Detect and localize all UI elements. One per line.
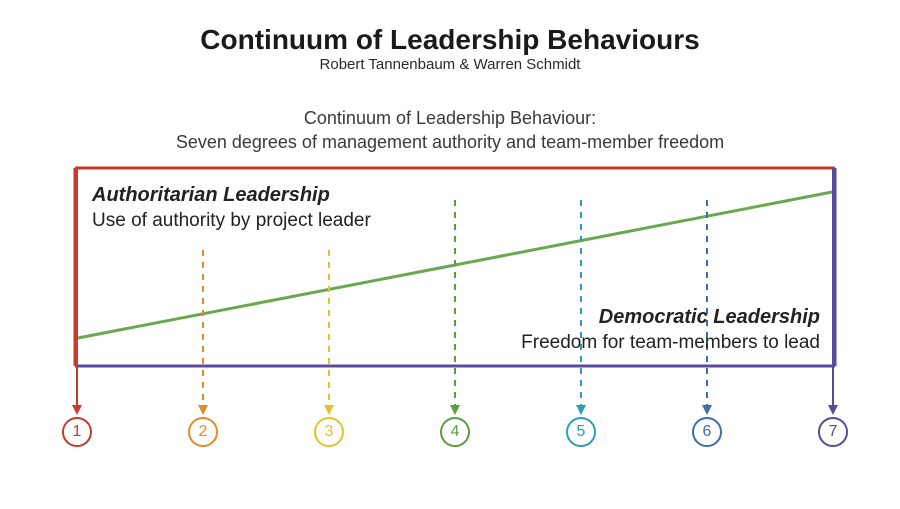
marker-number-4: 4	[451, 424, 460, 440]
marker-number-7: 7	[829, 424, 838, 440]
marker-circle-1: 1	[62, 417, 92, 447]
marker-circle-3: 3	[314, 417, 344, 447]
authors-line: Robert Tannenbaum & Warren Schmidt	[0, 56, 900, 73]
diagram-root: Continuum of Leadership Behaviours Rober…	[0, 0, 900, 509]
page-title: Continuum of Leadership Behaviours	[0, 24, 900, 56]
authoritarian-heading: Authoritarian Leadership	[92, 184, 330, 207]
democratic-sub: Freedom for team-members to lead	[521, 332, 820, 354]
marker-number-5: 5	[577, 424, 586, 440]
subtitle-line-1: Continuum of Leadership Behaviour:	[0, 108, 900, 129]
marker-circle-4: 4	[440, 417, 470, 447]
marker-number-1: 1	[73, 424, 82, 440]
marker-number-6: 6	[703, 424, 712, 440]
marker-circle-6: 6	[692, 417, 722, 447]
democratic-heading: Democratic Leadership	[599, 306, 820, 329]
authoritarian-sub: Use of authority by project leader	[92, 210, 371, 232]
marker-circle-7: 7	[818, 417, 848, 447]
subtitle-line-2: Seven degrees of management authority an…	[0, 132, 900, 153]
marker-number-3: 3	[325, 424, 334, 440]
marker-number-2: 2	[199, 424, 208, 440]
marker-circle-5: 5	[566, 417, 596, 447]
marker-circle-2: 2	[188, 417, 218, 447]
